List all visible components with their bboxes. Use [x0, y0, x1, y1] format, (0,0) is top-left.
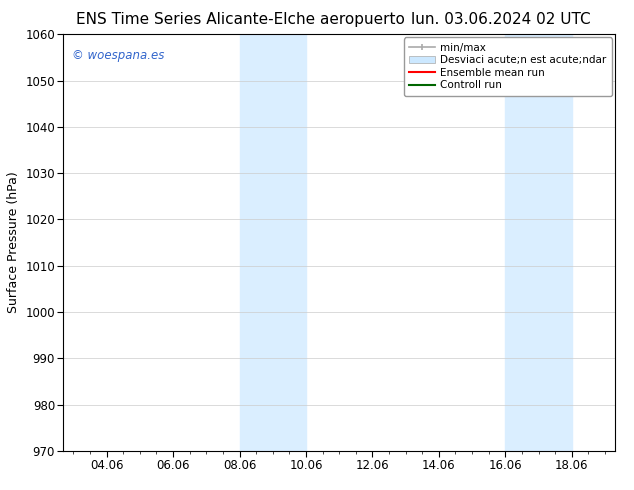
Legend: min/max, Desviaci acute;n est acute;ndar, Ensemble mean run, Controll run: min/max, Desviaci acute;n est acute;ndar… [404, 37, 612, 96]
Bar [240, 34, 306, 451]
Text: ENS Time Series Alicante-Elche aeropuerto: ENS Time Series Alicante-Elche aeropuert… [77, 12, 405, 27]
Y-axis label: Surface Pressure (hPa): Surface Pressure (hPa) [7, 172, 20, 314]
Bar [505, 34, 572, 451]
Text: lun. 03.06.2024 02 UTC: lun. 03.06.2024 02 UTC [411, 12, 591, 27]
Text: © woespana.es: © woespana.es [72, 49, 164, 62]
